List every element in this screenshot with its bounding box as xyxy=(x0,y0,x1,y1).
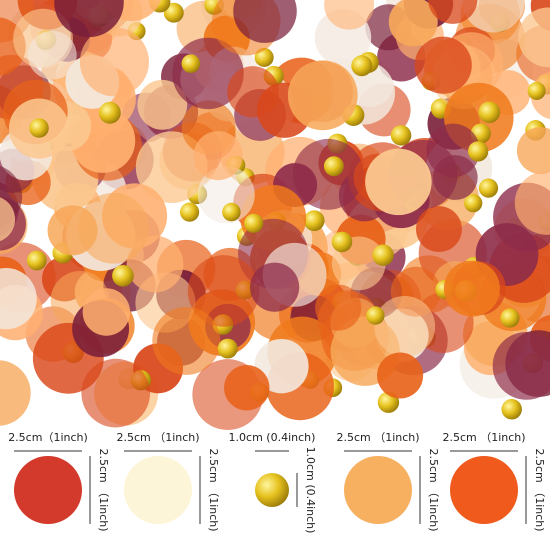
size-swatch xyxy=(255,473,289,507)
gold-confetti xyxy=(500,308,520,328)
tissue-confetti xyxy=(82,288,131,336)
tissue-confetti xyxy=(79,27,150,97)
size-swatch xyxy=(14,456,82,524)
height-label: 1.0cm (0.4inch) xyxy=(304,447,317,534)
gold-confetti xyxy=(372,244,394,266)
tissue-confetti xyxy=(250,262,300,312)
size-swatch xyxy=(450,456,518,524)
tissue-confetti xyxy=(315,284,362,331)
tissue-confetti xyxy=(324,0,375,30)
width-label: 2.5cm （1inch) xyxy=(336,431,419,444)
tissue-confetti xyxy=(462,0,525,33)
tissue-confetti xyxy=(233,0,297,43)
tissue-confetti xyxy=(197,166,255,224)
gold-confetti xyxy=(112,264,134,287)
tissue-confetti xyxy=(518,7,550,68)
tissue-confetti xyxy=(492,331,550,400)
tissue-confetti xyxy=(426,123,480,178)
height-label: 2.5cm （1inch) xyxy=(533,448,546,531)
gold-confetti xyxy=(244,213,264,233)
tissue-confetti xyxy=(0,197,16,242)
tissue-confetti xyxy=(187,255,260,327)
confetti-pile xyxy=(0,0,550,430)
gold-confetti xyxy=(98,101,121,124)
gold-confetti xyxy=(26,250,47,271)
tissue-confetti xyxy=(443,260,500,317)
gold-confetti xyxy=(303,210,325,232)
width-label: 1.0cm (0.4inch) xyxy=(229,431,316,444)
gold-confetti xyxy=(501,398,522,420)
gold-confetti xyxy=(323,156,344,177)
tissue-confetti xyxy=(193,131,243,181)
tissue-confetti xyxy=(54,0,124,38)
tissue-confetti xyxy=(287,60,358,131)
tissue-confetti xyxy=(135,131,208,204)
width-label: 2.5cm （1inch) xyxy=(116,431,199,444)
size-legend: 2.5cm（1inch)2.5cm （1inch)2.5cm （1inch)2.… xyxy=(8,431,546,533)
tissue-confetti xyxy=(374,295,436,357)
gold-confetti xyxy=(29,118,49,138)
gold-confetti xyxy=(467,141,489,162)
gold-confetti xyxy=(478,101,501,124)
gold-confetti xyxy=(222,202,241,222)
tissue-confetti xyxy=(78,192,150,264)
tissue-confetti xyxy=(415,206,462,253)
tissue-confetti xyxy=(227,66,279,118)
gold-confetti xyxy=(163,2,184,23)
gold-confetti xyxy=(478,178,499,198)
tissue-confetti xyxy=(414,36,472,94)
width-label: 2.5cm（1inch) xyxy=(8,431,88,444)
gold-confetti xyxy=(180,202,200,222)
width-label: 2.5cm （1inch) xyxy=(442,431,525,444)
gold-confetti xyxy=(351,55,373,77)
gold-confetti xyxy=(527,81,546,100)
size-swatch xyxy=(344,456,412,524)
tissue-confetti xyxy=(516,127,550,174)
tissue-confetti xyxy=(388,0,438,47)
tissue-confetti xyxy=(0,268,37,330)
height-label: 2.5cm （1inch) xyxy=(427,448,440,531)
tissue-confetti xyxy=(514,171,550,235)
size-swatch xyxy=(124,456,192,524)
tissue-confetti xyxy=(137,79,188,130)
gold-confetti xyxy=(464,194,483,213)
tissue-confetti xyxy=(428,0,478,24)
tissue-confetti xyxy=(0,360,31,426)
tissue-confetti xyxy=(152,306,221,375)
gold-confetti xyxy=(181,54,201,73)
gold-confetti xyxy=(331,231,353,253)
gold-confetti xyxy=(366,306,385,325)
height-label: 2.5cm （1inch) xyxy=(207,448,220,531)
gold-confetti xyxy=(390,125,412,146)
tissue-confetti xyxy=(377,352,424,399)
tissue-confetti xyxy=(81,358,151,428)
tissue-confetti xyxy=(365,148,432,216)
tissue-confetti xyxy=(224,365,270,411)
tissue-confetti xyxy=(27,30,77,80)
height-label: 2.5cm （1inch) xyxy=(97,448,110,531)
gold-confetti xyxy=(217,338,238,359)
